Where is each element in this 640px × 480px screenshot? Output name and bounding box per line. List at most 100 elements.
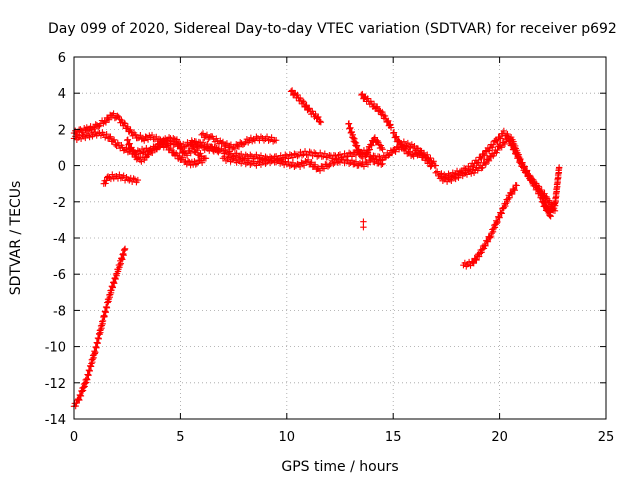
data-point [107,133,114,140]
data-points [70,87,563,410]
data-point [202,155,210,162]
data-point [201,146,208,154]
data-point [508,142,515,149]
data-point [387,124,395,131]
data-point [452,175,459,183]
data-point [460,170,468,177]
y-tick-label: -8 [53,304,66,319]
data-point [498,144,505,151]
data-point [508,190,516,198]
data-point [352,151,360,159]
series-arc-13.5-15 [358,90,395,131]
data-point [494,218,501,226]
data-point [513,182,520,189]
data-point [86,133,93,141]
data-point [165,134,173,141]
data-point [388,149,396,157]
data-point [500,139,508,146]
data-point [148,131,156,139]
data-point [523,168,531,175]
data-point [314,114,321,122]
data-point [302,103,309,110]
data-point [109,137,117,145]
data-point [315,113,322,121]
data-point [379,160,386,167]
data-point [525,173,532,180]
data-point [502,202,509,210]
data-point [291,90,298,98]
data-point [419,153,427,160]
data-point [368,142,375,149]
data-point [510,185,518,193]
data-point [372,156,380,163]
data-point [489,228,497,235]
data-point [500,204,508,211]
data-point [272,137,280,144]
data-point [527,177,535,184]
data-point [364,149,371,157]
data-point [164,142,171,149]
data-point [390,129,398,136]
data-point [379,146,386,153]
data-point [507,189,515,197]
data-point [500,127,508,135]
data-point [504,195,512,203]
x-tick-label: 0 [70,430,78,445]
data-point [497,142,504,150]
data-point [472,255,479,263]
data-point [92,128,99,136]
data-point [197,150,204,157]
data-point [310,149,318,156]
data-point [102,119,110,126]
data-point [72,133,79,140]
data-point [304,156,312,164]
data-point [506,194,513,201]
data-point [483,237,491,245]
data-point [485,157,493,165]
x-tick-labels: 0 5 10 15 20 25 [70,430,614,445]
data-point [91,125,98,133]
data-point [490,225,497,233]
data-point [504,198,511,206]
data-point [103,131,110,138]
data-point [482,161,489,168]
data-point [286,151,294,158]
data-point [402,145,410,153]
series-late-recovery [538,164,563,216]
data-point [182,142,190,150]
data-point [326,162,333,169]
data-point [480,151,487,158]
data-point [477,154,484,161]
data-point [432,169,439,177]
data-point [167,144,175,152]
data-point [303,102,310,109]
data-point [259,157,266,164]
data-point [498,210,505,217]
data-point [548,205,556,212]
y-tick-label: -12 [45,377,66,392]
data-point [359,154,366,162]
data-point [442,174,449,181]
data-point [231,145,239,152]
data-point [352,158,360,165]
data-point [475,253,483,260]
data-point [128,147,136,154]
data-point [76,132,83,139]
data-point [106,134,113,142]
data-point [368,154,376,162]
data-point [145,151,152,159]
y-tick-label: 4 [58,87,66,102]
data-point [392,148,399,155]
data-point [433,168,441,175]
data-point [370,100,378,108]
data-point [501,140,509,148]
chart-title: Day 099 of 2020, Sidereal Day-to-day VTE… [48,21,617,37]
data-point [183,152,191,159]
data-point [137,132,144,139]
data-point [130,175,137,182]
data-point [355,146,363,153]
data-point [141,137,148,144]
data-point [401,145,409,152]
series-arc-1.5-3 [100,171,142,187]
data-point [120,172,127,179]
